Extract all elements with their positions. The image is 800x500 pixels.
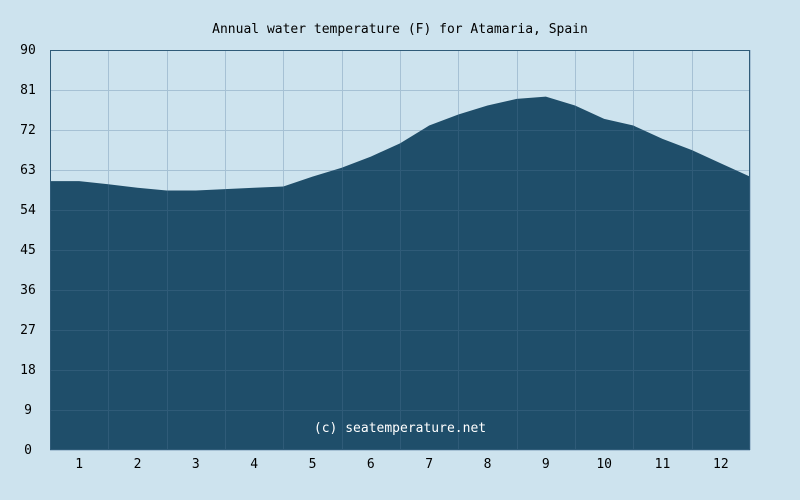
x-axis-ticks: 1 2 3 4 5 6 7 8 9 10 11 12 — [75, 457, 728, 472]
grid-dark — [50, 96, 750, 451]
x-tick-label: 2 — [134, 457, 142, 472]
y-tick-label: 81 — [20, 83, 36, 98]
y-tick-label: 0 — [24, 443, 32, 458]
chart-title: Annual water temperature (F) for Atamari… — [212, 22, 588, 37]
x-tick-label: 9 — [542, 457, 550, 472]
plot-border — [50, 50, 750, 450]
watermark-text: (c) seatemperature.net — [314, 421, 486, 436]
x-tick-label: 10 — [596, 457, 612, 472]
x-tick-label: 6 — [367, 457, 375, 472]
x-tick-label: 5 — [309, 457, 317, 472]
x-tick-label: 11 — [655, 457, 671, 472]
x-tick-label: 1 — [75, 457, 83, 472]
y-tick-label: 45 — [20, 243, 36, 258]
y-tick-label: 9 — [24, 403, 32, 418]
x-tick-label: 7 — [425, 457, 433, 472]
x-tick-label: 4 — [250, 457, 258, 472]
x-tick-label: 12 — [713, 457, 729, 472]
y-tick-label: 18 — [20, 363, 36, 378]
grid-lines — [50, 50, 751, 451]
x-tick-label: 3 — [192, 457, 200, 472]
y-tick-label: 63 — [20, 163, 36, 178]
y-tick-label: 54 — [20, 203, 36, 218]
y-axis-ticks: 0 9 18 27 36 45 54 63 72 81 90 — [20, 43, 36, 458]
y-tick-label: 36 — [20, 283, 36, 298]
x-tick-label: 8 — [484, 457, 492, 472]
y-tick-label: 90 — [20, 43, 36, 58]
y-tick-label: 27 — [20, 323, 36, 338]
y-tick-label: 72 — [20, 123, 36, 138]
